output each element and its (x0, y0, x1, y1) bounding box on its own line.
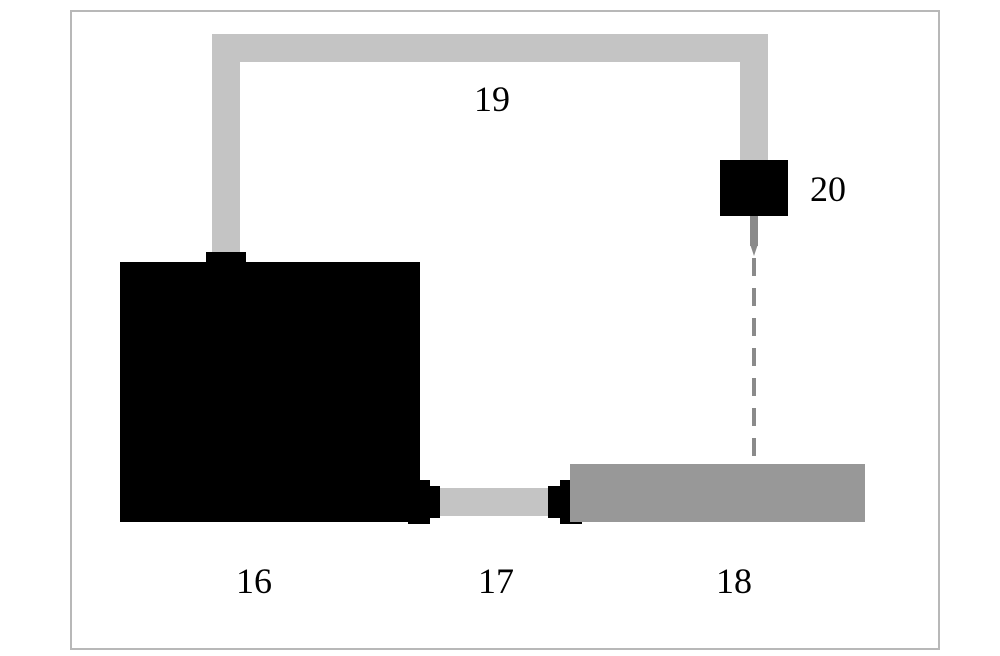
label-18: 18 (716, 560, 752, 602)
label-16: 16 (236, 560, 272, 602)
label-19: 19 (474, 78, 510, 120)
label-17: 17 (478, 560, 514, 602)
gray-box-18-rect (570, 464, 865, 522)
diagram-canvas: 19 20 16 17 18 (0, 0, 1000, 656)
label-20: 20 (810, 168, 846, 210)
